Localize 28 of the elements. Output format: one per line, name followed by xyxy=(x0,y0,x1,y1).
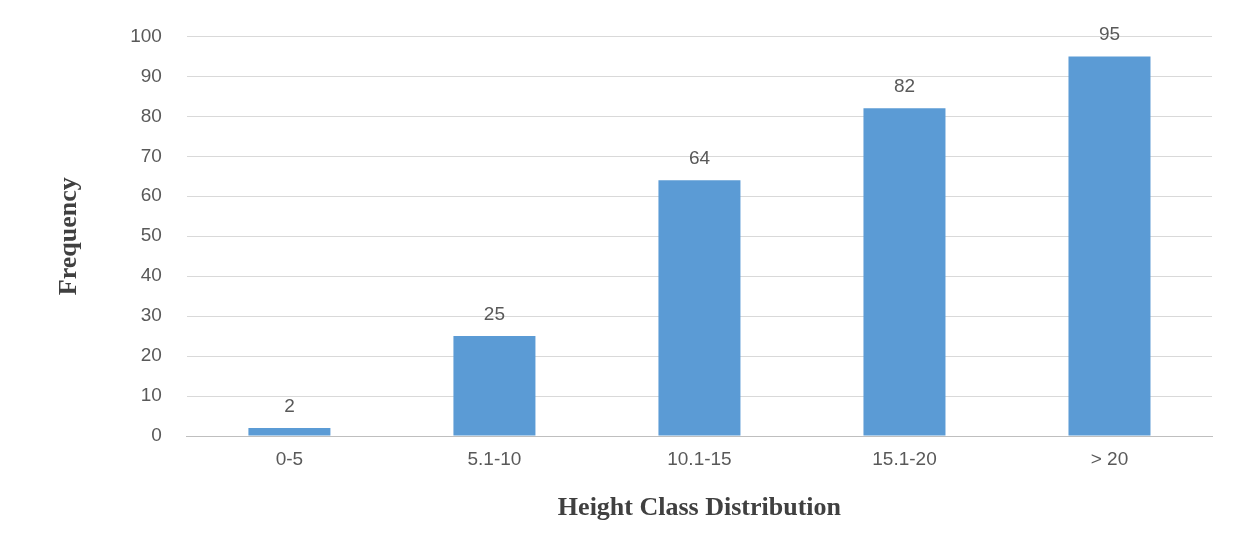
x-tick-label: 0-5 xyxy=(275,447,304,469)
y-tick-label: 80 xyxy=(140,104,162,126)
y-tick-label: 20 xyxy=(140,344,162,366)
y-tick-label: 70 xyxy=(140,144,162,166)
data-label: 64 xyxy=(688,146,711,168)
data-label: 25 xyxy=(483,302,505,324)
data-label: 95 xyxy=(1098,23,1121,45)
x-tick-label: 5.1-10 xyxy=(467,447,522,469)
y-tick-label: 40 xyxy=(140,264,162,286)
y-tick-label: 10 xyxy=(140,384,162,406)
y-tick-label: 0 xyxy=(151,424,162,446)
y-tick-label: 30 xyxy=(140,304,162,326)
bar xyxy=(658,180,741,436)
data-label: 82 xyxy=(893,75,916,97)
bar xyxy=(863,108,946,436)
bar xyxy=(1068,56,1151,436)
x-tick-label: 15.1-20 xyxy=(872,447,937,469)
y-tick-label: 50 xyxy=(140,224,162,246)
y-tick-label: 100 xyxy=(130,24,162,46)
data-label: 2 xyxy=(284,394,295,416)
y-tick-label: 60 xyxy=(140,184,162,206)
x-axis-title: Height Class Distribution xyxy=(557,492,842,522)
x-tick-label: > 20 xyxy=(1090,447,1129,469)
bar xyxy=(248,428,331,436)
y-tick-label: 90 xyxy=(140,64,162,86)
y-axis-title: Frequency xyxy=(53,177,83,296)
x-tick-label: 10.1-15 xyxy=(667,447,732,469)
bar xyxy=(453,336,536,436)
